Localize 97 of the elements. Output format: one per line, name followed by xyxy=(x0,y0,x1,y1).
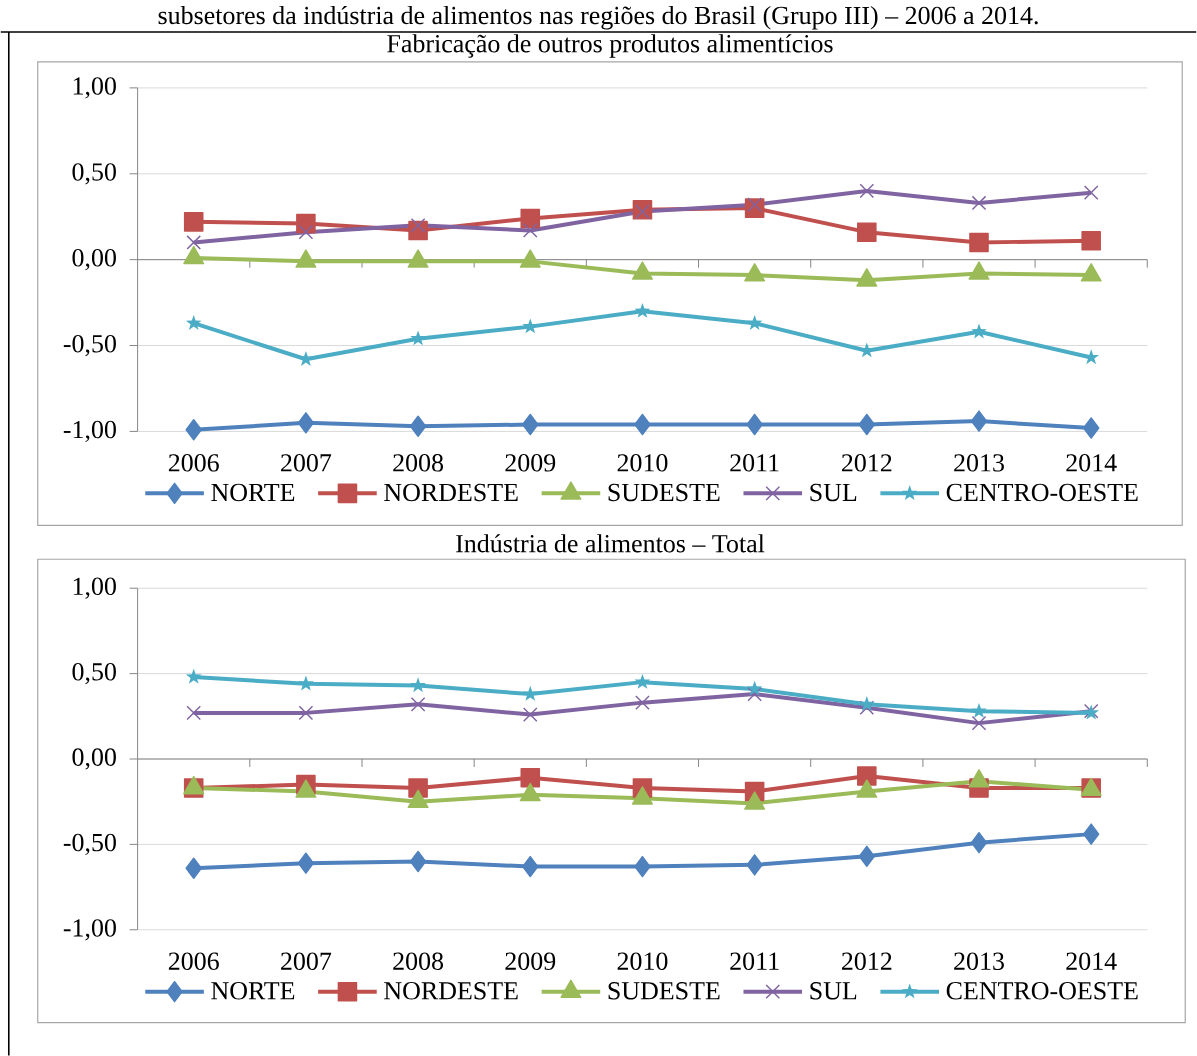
point xyxy=(859,700,875,715)
point xyxy=(746,314,763,330)
point xyxy=(522,855,539,878)
point xyxy=(296,213,316,234)
point xyxy=(410,696,426,712)
legend-label: CENTRO-OESTE xyxy=(946,483,1138,501)
point xyxy=(746,853,763,876)
x-tick-label: 2009 xyxy=(505,952,556,970)
x-tick-label: 2012 xyxy=(842,952,892,970)
point xyxy=(969,232,989,253)
x-tick-label: 2011 xyxy=(730,453,779,472)
y-tick-label: 0,50 xyxy=(72,162,116,185)
legend-label: SUDESTE xyxy=(608,981,720,1000)
point xyxy=(858,845,876,867)
legend-label: NORDESTE xyxy=(384,981,518,1000)
x-tick-label: 2012 xyxy=(842,453,892,472)
point xyxy=(410,217,426,233)
text: subsetores da indústria de alimentos nas regiões do Brasil (Grupo III) – 2006 a 2014. xyxy=(158,5,1038,30)
point xyxy=(520,767,541,788)
point xyxy=(635,695,650,710)
point xyxy=(522,707,538,722)
point xyxy=(185,668,202,684)
y-tick-label: -1,00 xyxy=(63,918,116,941)
point xyxy=(522,685,539,701)
point xyxy=(746,413,763,436)
legend-label: SUL xyxy=(810,981,857,1000)
point xyxy=(970,831,988,854)
point xyxy=(747,197,762,212)
point xyxy=(971,702,987,718)
x-tick-label: 2010 xyxy=(617,952,668,970)
point xyxy=(971,715,987,731)
point xyxy=(971,323,987,339)
x-tick-label: 2013 xyxy=(954,952,1004,970)
point xyxy=(520,208,541,229)
point xyxy=(522,222,538,238)
point xyxy=(634,673,651,689)
y-tick-label: -1,00 xyxy=(63,420,116,442)
legend-label: NORTE xyxy=(211,981,295,1000)
point xyxy=(857,766,877,786)
point xyxy=(1083,185,1099,200)
point xyxy=(297,411,315,434)
chart-title: Indústria de alimentos – Total xyxy=(456,533,765,553)
point xyxy=(858,695,875,711)
legend-label: NORDESTE xyxy=(384,483,518,501)
point xyxy=(185,857,202,879)
x-tick-label: 2014 xyxy=(1066,453,1117,472)
legend-label: NORTE xyxy=(211,483,295,501)
point xyxy=(1082,417,1100,439)
y-tick-label: -0,50 xyxy=(63,334,116,356)
y-tick-label: 0,00 xyxy=(72,248,116,271)
chart-title: Fabricação de outros produtos alimentícios xyxy=(387,33,833,58)
point xyxy=(186,234,202,250)
y-tick-label: 0,50 xyxy=(72,662,116,685)
point xyxy=(635,204,650,219)
x-tick-label: 2006 xyxy=(168,952,219,970)
point xyxy=(746,680,763,696)
point xyxy=(971,195,987,211)
legend-label: SUL xyxy=(810,483,857,501)
point xyxy=(522,413,539,436)
legend-label: CENTRO-OESTE xyxy=(946,981,1138,1000)
x-tick-label: 2008 xyxy=(393,453,444,472)
point xyxy=(1081,230,1101,251)
y-tick-label: 1,00 xyxy=(73,577,116,599)
point xyxy=(1082,823,1100,845)
y-tick-label: 0,00 xyxy=(72,748,116,770)
point xyxy=(857,222,877,242)
x-tick-label: 2011 xyxy=(730,952,779,970)
point xyxy=(298,705,314,721)
x-tick-label: 2008 xyxy=(393,952,444,970)
x-tick-label: 2007 xyxy=(281,453,332,472)
point xyxy=(298,675,314,691)
point xyxy=(409,415,427,437)
x-tick-label: 2010 xyxy=(617,453,668,472)
point xyxy=(634,413,651,436)
point xyxy=(410,677,426,693)
legend-label: SUDESTE xyxy=(608,483,720,501)
point xyxy=(858,413,876,436)
point xyxy=(298,224,314,240)
y-tick-label: -0,50 xyxy=(63,833,116,855)
point xyxy=(185,314,202,330)
point xyxy=(634,855,651,878)
x-tick-label: 2013 xyxy=(954,453,1004,472)
point xyxy=(185,418,202,441)
point xyxy=(183,211,204,232)
x-tick-label: 2009 xyxy=(505,453,556,472)
point xyxy=(186,705,202,721)
y-tick-label: 1,00 xyxy=(73,77,116,99)
point xyxy=(409,850,427,872)
point xyxy=(859,183,875,199)
x-tick-label: 2007 xyxy=(281,952,332,970)
point xyxy=(634,302,651,318)
x-tick-label: 2014 xyxy=(1066,952,1117,970)
point xyxy=(297,852,315,874)
point xyxy=(747,686,762,702)
point xyxy=(970,410,988,432)
x-tick-label: 2006 xyxy=(168,453,219,472)
point xyxy=(410,330,426,346)
